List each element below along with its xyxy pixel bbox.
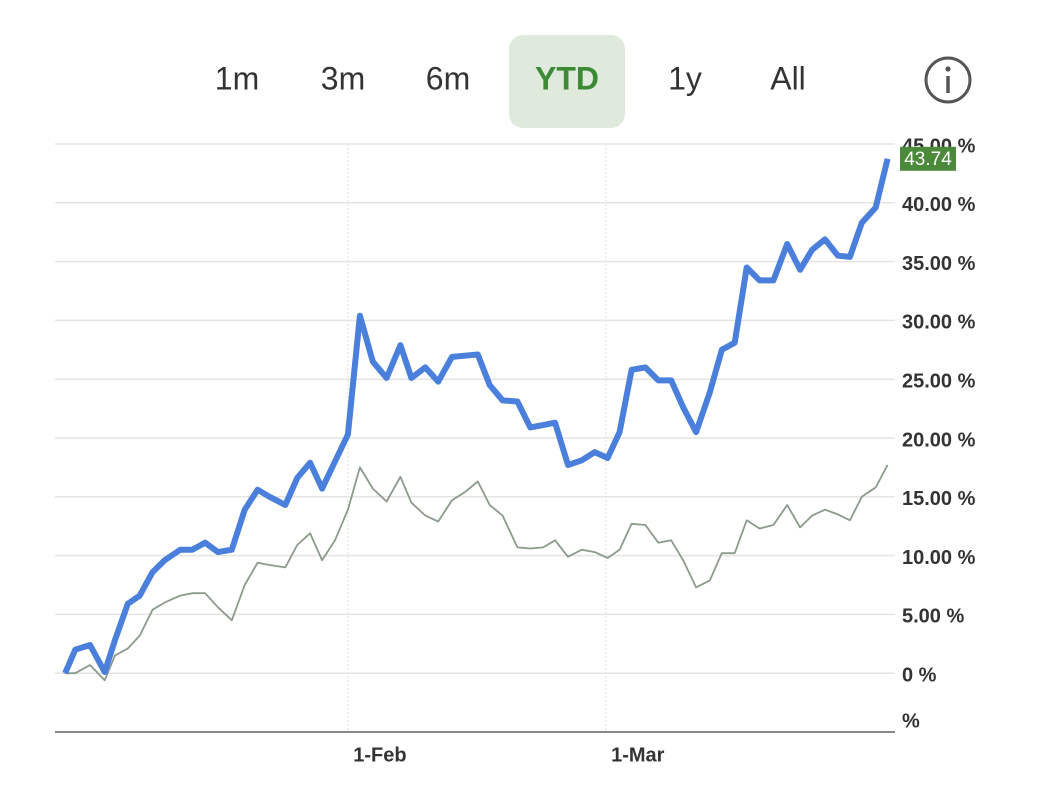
y-tick-label: 0 % — [902, 664, 937, 686]
series-line — [62, 158, 891, 675]
y-tick-label: 5.00 % — [902, 606, 964, 628]
y-tick-label: 40.00 % — [902, 194, 976, 216]
y-tick-label: 15.00 % — [902, 488, 976, 510]
range-tab[interactable]: YTD — [535, 60, 599, 96]
range-tab[interactable]: 1m — [215, 60, 259, 96]
y-tick-label: 25.00 % — [902, 370, 976, 392]
range-tab[interactable]: 1y — [668, 60, 702, 96]
y-tick-label: 10.00 % — [902, 547, 976, 569]
y-tick-label: 35.00 % — [902, 253, 976, 275]
tab-selected-bg[interactable] — [509, 35, 625, 128]
x-tick-label: 1-Feb — [353, 744, 406, 766]
y-tick-label: 20.00 % — [902, 429, 976, 451]
range-tab[interactable]: All — [770, 60, 806, 96]
y-tick-label: 30.00 % — [902, 312, 976, 334]
range-tab[interactable]: 3m — [321, 60, 365, 96]
value-badge — [900, 146, 956, 171]
value-label: 43.74 — [904, 149, 952, 170]
range-tab[interactable]: 6m — [426, 60, 470, 96]
y-tick-label: % — [902, 710, 920, 732]
series-line — [65, 464, 889, 682]
info-icon[interactable] — [924, 56, 972, 104]
x-tick-label: 1-Mar — [611, 744, 665, 766]
